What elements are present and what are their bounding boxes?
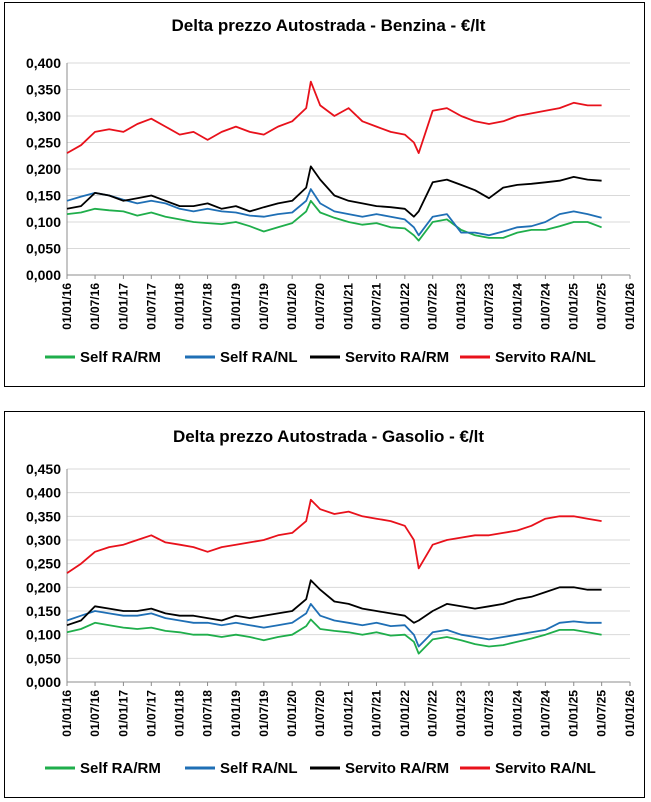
- x-tick-label: 01/07/25: [595, 690, 609, 737]
- series-line-servito-ra-rm: [66, 165, 602, 218]
- x-tick-label: 01/01/23: [454, 283, 468, 330]
- x-tick-label: 01/07/22: [426, 283, 440, 330]
- series-line-self-ra-rm: [66, 618, 602, 655]
- legend-item: Servito RA/RM: [310, 760, 449, 777]
- x-tick-label: 01/01/20: [285, 690, 299, 737]
- y-tick-label: 0,200: [26, 579, 61, 595]
- x-tick-label: 01/07/17: [144, 690, 158, 737]
- y-tick-label: 0,250: [26, 556, 61, 572]
- x-tick-label: 01/01/21: [342, 690, 356, 737]
- x-tick-label: 01/07/23: [482, 690, 496, 737]
- y-tick-label: 0,000: [26, 267, 61, 283]
- x-tick-label: 01/01/17: [116, 283, 130, 330]
- x-tick-label: 01/01/19: [229, 690, 243, 737]
- x-tick-label: 01/01/19: [229, 283, 243, 330]
- series-line-self-ra-nl: [66, 602, 602, 648]
- y-tick-label: 0,150: [26, 603, 61, 619]
- y-tick-label: 0,350: [26, 508, 61, 524]
- x-tick-label: 01/01/25: [567, 690, 581, 737]
- legend-label: Self RA/RM: [80, 349, 161, 366]
- x-tick-label: 01/01/21: [342, 283, 356, 330]
- y-tick-label: 0,350: [26, 82, 61, 98]
- y-tick-label: 0,300: [26, 108, 61, 124]
- series-line-servito-ra-nl: [66, 80, 602, 155]
- y-tick-label: 0,200: [26, 161, 61, 177]
- chart-title: Delta prezzo Autostrada - Benzina - €/lt: [172, 16, 486, 35]
- y-tick-label: 0,450: [26, 461, 61, 477]
- chart-panel-benzina: Delta prezzo Autostrada - Benzina - €/lt…: [4, 2, 645, 387]
- y-tick-label: 0,400: [26, 55, 61, 71]
- legend-item: Servito RA/NL: [460, 760, 596, 777]
- chart-benzina-svg: Delta prezzo Autostrada - Benzina - €/lt…: [26, 16, 637, 366]
- x-tick-label: 01/07/17: [144, 283, 158, 330]
- x-tick-label: 01/07/18: [201, 690, 215, 737]
- legend-label: Servito RA/NL: [495, 349, 596, 366]
- series-line-servito-ra-rm: [66, 579, 602, 627]
- x-tick-label: 01/07/16: [88, 283, 102, 330]
- x-tick-label: 01/07/22: [426, 690, 440, 737]
- y-tick-label: 0,100: [26, 627, 61, 643]
- legend-item: Servito RA/NL: [460, 349, 596, 366]
- legend-item: Self RA/RM: [45, 760, 161, 777]
- x-tick-label: 01/01/17: [116, 690, 130, 737]
- x-tick-label: 01/07/24: [538, 283, 552, 330]
- legend-item: Servito RA/RM: [310, 349, 449, 366]
- x-tick-label: 01/07/23: [482, 283, 496, 330]
- chart-panel-gasolio: Delta prezzo Autostrada - Gasolio - €/lt…: [4, 411, 645, 798]
- x-tick-label: 01/01/25: [567, 283, 581, 330]
- x-tick-label: 01/07/19: [257, 690, 271, 737]
- x-tick-label: 01/07/21: [369, 690, 383, 737]
- x-tick-label: 01/07/21: [369, 283, 383, 330]
- x-tick-label: 01/01/26: [623, 690, 637, 737]
- series-line-servito-ra-nl: [66, 498, 602, 574]
- y-tick-label: 0,000: [26, 674, 61, 690]
- legend-label: Servito RA/RM: [345, 760, 449, 777]
- legend-label: Servito RA/NL: [495, 760, 596, 777]
- x-tick-label: 01/01/18: [173, 283, 187, 330]
- legend-item: Self RA/NL: [185, 349, 298, 366]
- y-tick-label: 0,150: [26, 188, 61, 204]
- x-tick-label: 01/01/20: [285, 283, 299, 330]
- x-tick-label: 01/07/16: [88, 690, 102, 737]
- x-tick-label: 01/07/24: [538, 690, 552, 737]
- x-tick-label: 01/01/16: [60, 283, 74, 330]
- legend-label: Self RA/RM: [80, 760, 161, 777]
- chart-title: Delta prezzo Autostrada - Gasolio - €/lt: [173, 427, 484, 446]
- x-tick-label: 01/01/18: [173, 690, 187, 737]
- x-tick-label: 01/07/20: [313, 283, 327, 330]
- y-tick-label: 0,050: [26, 650, 61, 666]
- legend-label: Self RA/NL: [220, 349, 298, 366]
- series-line-self-ra-nl: [66, 188, 602, 237]
- x-tick-label: 01/01/26: [623, 283, 637, 330]
- legend-label: Servito RA/RM: [345, 349, 449, 366]
- x-tick-label: 01/01/24: [510, 283, 524, 330]
- y-tick-label: 0,300: [26, 532, 61, 548]
- x-tick-label: 01/01/22: [398, 283, 412, 330]
- series-line-self-ra-rm: [66, 199, 602, 242]
- x-tick-label: 01/01/23: [454, 690, 468, 737]
- y-tick-label: 0,100: [26, 214, 61, 230]
- legend-item: Self RA/NL: [185, 760, 298, 777]
- x-tick-label: 01/01/24: [510, 690, 524, 737]
- x-tick-label: 01/07/18: [201, 283, 215, 330]
- x-tick-label: 01/07/20: [313, 690, 327, 737]
- x-tick-label: 01/07/25: [595, 283, 609, 330]
- y-tick-label: 0,050: [26, 241, 61, 257]
- x-tick-label: 01/01/22: [398, 690, 412, 737]
- x-tick-label: 01/07/19: [257, 283, 271, 330]
- y-tick-label: 0,250: [26, 135, 61, 151]
- legend-label: Self RA/NL: [220, 760, 298, 777]
- chart-gasolio-svg: Delta prezzo Autostrada - Gasolio - €/lt…: [26, 427, 637, 777]
- legend-item: Self RA/RM: [45, 349, 161, 366]
- x-tick-label: 01/01/16: [60, 690, 74, 737]
- y-tick-label: 0,400: [26, 485, 61, 501]
